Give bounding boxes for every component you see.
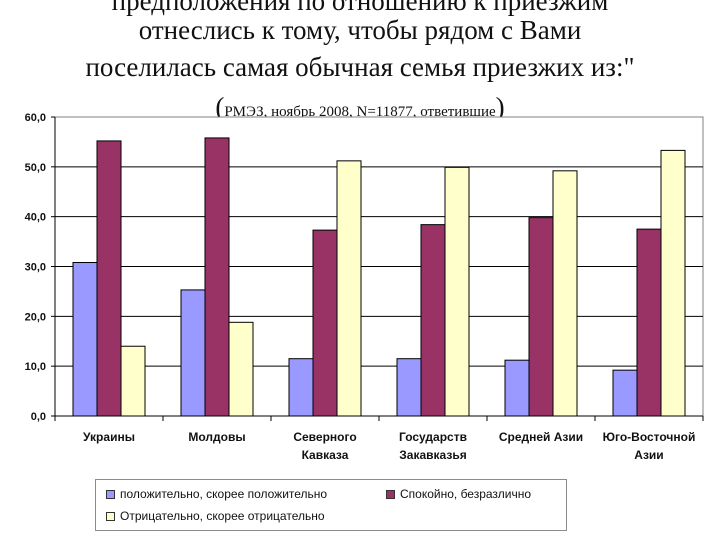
bar-series-3 xyxy=(336,160,362,417)
chart-title-line-1: отнеслись к тому, чтобы рядом с Вами xyxy=(138,15,582,45)
bar-series-1 xyxy=(396,358,422,417)
x-category-label: Кавказа xyxy=(302,448,349,462)
chart-legend: положительно, скорее положительно Спокой… xyxy=(95,479,567,531)
chart-title-line-0: предположения по отношению к приезжим xyxy=(111,0,609,16)
bar-series-1 xyxy=(180,289,206,417)
x-category-label: Юго-Восточной xyxy=(603,430,696,444)
y-tick-label: 40,0 xyxy=(25,212,46,224)
bar-series-1 xyxy=(504,359,530,417)
bar-series-3 xyxy=(228,321,254,417)
bar-series-1 xyxy=(288,358,314,417)
y-tick-label: 60,0 xyxy=(25,112,46,124)
y-tick-label: 0,0 xyxy=(31,411,46,423)
bar-series-3 xyxy=(660,149,686,417)
legend-item-series-3: Отрицательно, скорее отрицательно xyxy=(106,509,325,523)
x-category-label: Закавказья xyxy=(399,448,466,462)
bar-series-2 xyxy=(312,229,338,417)
bar-series-3 xyxy=(120,345,146,417)
legend-swatch-series-1 xyxy=(106,489,115,499)
y-tick-label: 20,0 xyxy=(25,311,46,323)
subtitle-close-paren: ) xyxy=(495,92,505,122)
bar-series-1 xyxy=(612,369,638,417)
bar-series-2 xyxy=(636,228,662,417)
y-tick-label: 10,0 xyxy=(25,361,46,373)
chart-title-line-2: поселилась самая обычная семья приезжих … xyxy=(85,52,635,82)
bar-series-3 xyxy=(444,166,470,417)
legend-item-series-2: Спокойно, безразлично xyxy=(386,487,531,501)
chart-subtitle: (РМЭЗ, ноябрь 2008, N=11877, ответившие) xyxy=(0,92,720,127)
subtitle-open-paren: ( xyxy=(215,92,225,122)
legend-label-series-3: Отрицательно, скорее отрицательно xyxy=(120,509,325,523)
legend-label-series-2: Спокойно, безразлично xyxy=(400,487,532,501)
legend-swatch-series-2 xyxy=(386,489,395,499)
bar-series-1 xyxy=(72,262,98,417)
legend-swatch-series-3 xyxy=(106,511,115,521)
x-category-label: Северного xyxy=(293,430,356,444)
bar-series-2 xyxy=(204,137,230,417)
x-category-label: Украины xyxy=(83,430,135,444)
y-tick-label: 50,0 xyxy=(25,162,46,174)
x-category-label: Государств xyxy=(399,430,467,444)
x-category-label: Молдовы xyxy=(188,430,245,444)
legend-item-series-1: положительно, скорее положительно xyxy=(106,487,327,501)
legend-label-series-1: положительно, скорее положительно xyxy=(120,487,328,501)
bar-series-2 xyxy=(420,224,446,417)
bar-series-2 xyxy=(528,217,554,417)
x-category-label: Средней Азии xyxy=(499,430,583,444)
x-category-label: Азии xyxy=(634,448,663,462)
bar-series-2 xyxy=(96,140,122,417)
y-tick-label: 30,0 xyxy=(25,262,46,274)
bar-series-3 xyxy=(552,170,578,417)
subtitle-note: РМЭЗ, ноябрь 2008, N=11877, ответившие xyxy=(224,104,496,120)
